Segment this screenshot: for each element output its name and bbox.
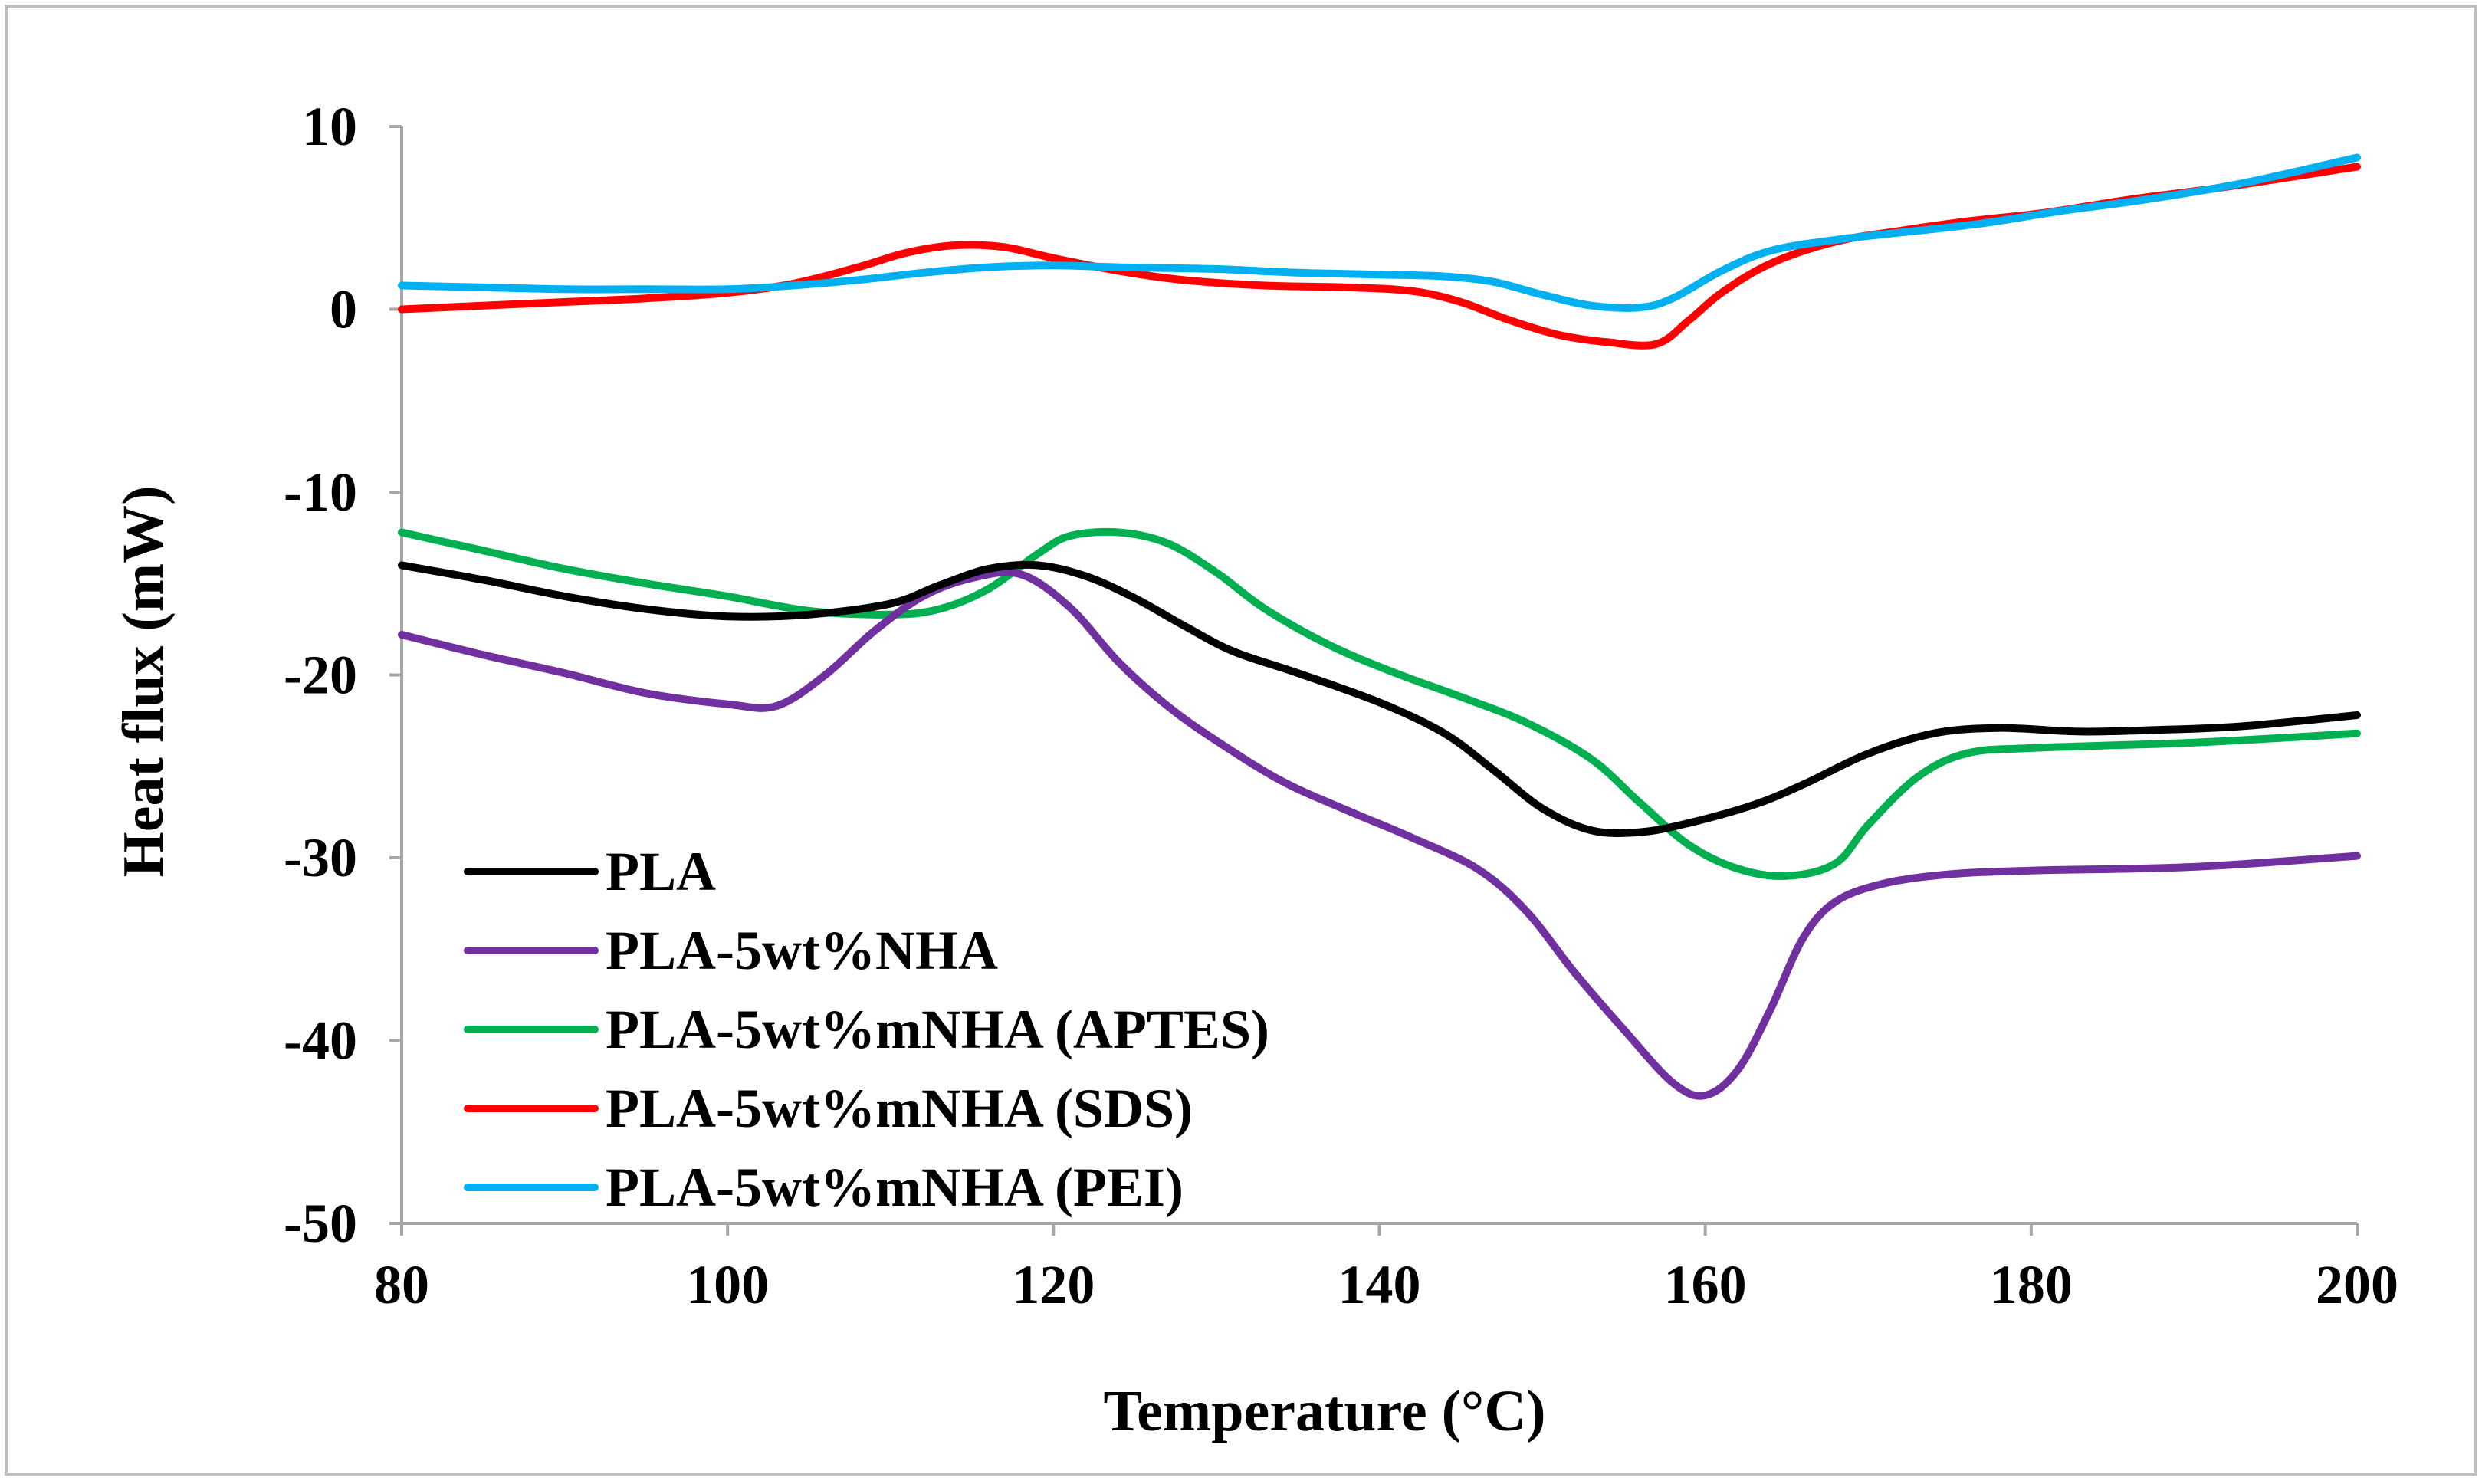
legend-label: PLA-5wt%NHA xyxy=(606,920,998,981)
legend-label: PLA xyxy=(606,841,716,902)
y-axis-title: Heat flux (mW) xyxy=(111,486,176,878)
y-tick-label: 10 xyxy=(302,96,357,157)
y-tick-label: -50 xyxy=(284,1193,357,1254)
x-tick-label: 100 xyxy=(686,1254,769,1315)
series-line-2 xyxy=(398,527,2361,881)
series-line-4 xyxy=(398,153,2361,312)
legend-label: PLA-5wt%mNHA (SDS) xyxy=(606,1078,1193,1139)
legend: PLA PLA-5wt%NHA PLA-5wt%mNHA (APTES) PLA-5w… xyxy=(464,841,1269,1218)
series-layer xyxy=(398,153,2361,1100)
legend-label: PLA-5wt%mNHA (PEI) xyxy=(606,1157,1184,1218)
series-line-1 xyxy=(398,568,2361,1100)
y-tick-label: -10 xyxy=(284,461,357,523)
x-tick-label: 180 xyxy=(1990,1254,2073,1315)
x-tick-label: 120 xyxy=(1012,1254,1095,1315)
x-tick-label: 160 xyxy=(1664,1254,1747,1315)
y-tick-label: -40 xyxy=(284,1010,357,1072)
x-tick-label: 200 xyxy=(2316,1254,2398,1315)
x-axis-title: Temperature (°C) xyxy=(1103,1379,1545,1443)
y-tick-label: -20 xyxy=(284,645,357,706)
x-tick-label: 80 xyxy=(374,1254,429,1315)
y-tick-label: 0 xyxy=(330,279,357,340)
y-tick-label: -30 xyxy=(284,827,357,888)
x-tick-label: 140 xyxy=(1338,1254,1421,1315)
legend-label: PLA-5wt%mNHA (APTES) xyxy=(606,999,1269,1060)
series-line-0 xyxy=(398,560,2361,837)
chart-border xyxy=(5,5,2477,1476)
